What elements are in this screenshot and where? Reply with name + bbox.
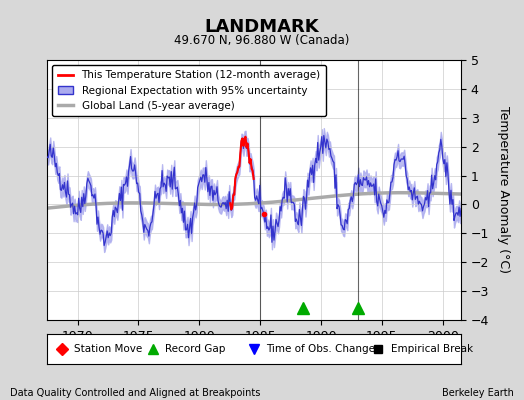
Text: 49.670 N, 96.880 W (Canada): 49.670 N, 96.880 W (Canada) <box>174 34 350 47</box>
Text: Time of Obs. Change: Time of Obs. Change <box>267 344 376 354</box>
Text: LANDMARK: LANDMARK <box>205 18 319 36</box>
Text: Station Move: Station Move <box>74 344 143 354</box>
Text: Empirical Break: Empirical Break <box>391 344 473 354</box>
Text: Berkeley Earth: Berkeley Earth <box>442 388 514 398</box>
Text: Record Gap: Record Gap <box>165 344 225 354</box>
Text: Data Quality Controlled and Aligned at Breakpoints: Data Quality Controlled and Aligned at B… <box>10 388 261 398</box>
Legend: This Temperature Station (12-month average), Regional Expectation with 95% uncer: This Temperature Station (12-month avera… <box>52 65 326 116</box>
Y-axis label: Temperature Anomaly (°C): Temperature Anomaly (°C) <box>497 106 510 274</box>
